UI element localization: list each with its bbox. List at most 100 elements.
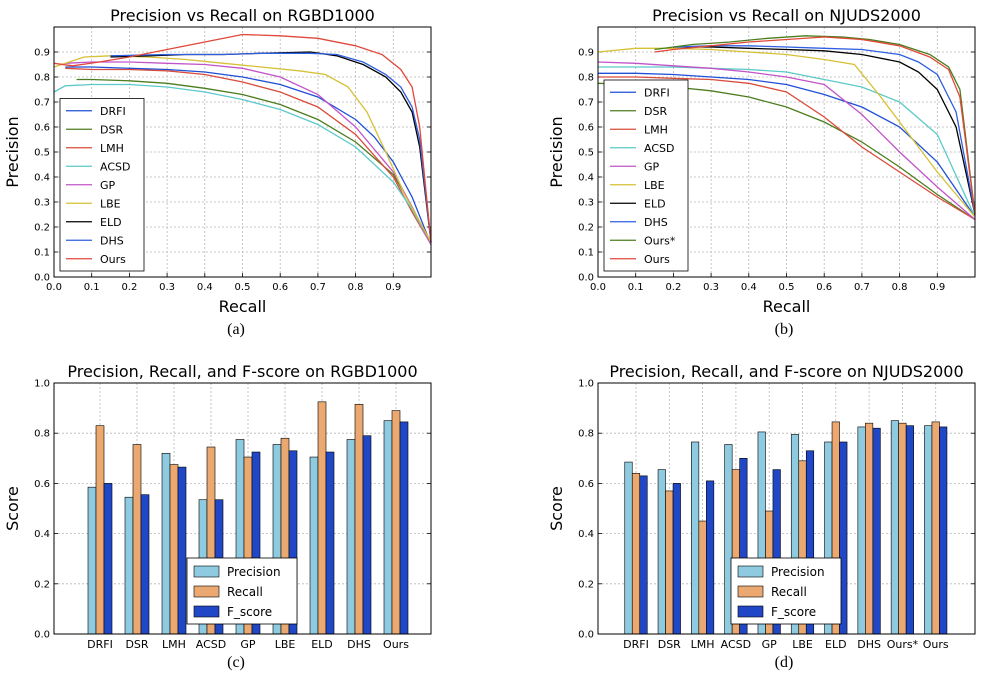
x-tick-label: LBE <box>275 638 296 651</box>
x-tick-label: 0.3 <box>703 282 719 293</box>
y-tick-label: 0.8 <box>578 73 594 84</box>
plot-frame <box>597 382 976 635</box>
plot-frame <box>597 26 976 278</box>
x-tick-label: DHS <box>857 638 881 651</box>
bar-precision <box>890 420 899 635</box>
y-tick-label: 0.6 <box>34 479 50 490</box>
bar-precision <box>657 469 666 635</box>
legend-label: DHS <box>100 234 124 247</box>
bar-recall <box>391 410 401 635</box>
x-tick-label: GP <box>240 638 256 651</box>
y-tick-label: 0.8 <box>34 73 50 84</box>
legend-label: GP <box>644 160 660 173</box>
series-line-acsd <box>598 66 976 218</box>
bar-chart-rgbd1000: Precision, Recall, and F-score on RGBD10… <box>3 362 432 651</box>
legend-label: F_score <box>771 605 816 619</box>
x-tick-label: 0.2 <box>665 282 681 293</box>
bar-recall <box>865 422 874 635</box>
x-tick-label: 0.6 <box>272 282 288 293</box>
bar-recall <box>665 490 674 635</box>
y-tick-label: 0.2 <box>578 579 594 590</box>
y-tick-label: 0.9 <box>578 48 594 59</box>
legend-label: ELD <box>100 216 122 229</box>
series-line-lmh <box>65 67 432 245</box>
y-tick-label: 0.6 <box>578 123 594 134</box>
legend-swatch <box>193 605 220 618</box>
legend-label: LBE <box>100 197 121 210</box>
pr-curve-njuds2000: Precision vs Recall on NJUDS2000 Precisio… <box>547 6 976 316</box>
y-tick-label: 0.7 <box>578 98 594 109</box>
chart-title: Precision vs Recall on NJUDS2000 <box>652 6 921 25</box>
x-tick-label: GP <box>762 638 778 651</box>
y-tick-label: 0.1 <box>578 248 594 259</box>
x-tick-label: 0.5 <box>779 282 795 293</box>
bar-precision <box>124 496 134 635</box>
bar-f-score <box>399 421 409 635</box>
series-line-dhs <box>110 52 432 243</box>
x-tick-label: 0.8 <box>892 282 908 293</box>
x-tick-label: DSR <box>658 638 681 651</box>
series-line-acsd <box>53 83 432 245</box>
y-tick-label: 0.0 <box>578 630 594 641</box>
legend-label: Ours* <box>644 234 676 247</box>
legend-label: LBE <box>644 179 665 192</box>
y-tick-label: 0.6 <box>34 123 50 134</box>
bar-recall <box>354 404 364 635</box>
x-tick-label: Ours <box>923 638 949 651</box>
x-tick-label: 0.7 <box>310 282 326 293</box>
legend-label: ELD <box>644 197 666 210</box>
y-tick-label: 0.2 <box>34 579 50 590</box>
legend-label: Recall <box>771 585 807 599</box>
x-tick-label: DRFI <box>623 638 649 651</box>
y-tick-label: 0.8 <box>34 429 50 440</box>
x-tick-label: 0.5 <box>235 282 251 293</box>
x-tick-label: 0.7 <box>854 282 870 293</box>
x-tick-label: 0.2 <box>121 282 137 293</box>
pr-curve-rgbd1000: Precision vs Recall on RGBD1000 Precision… <box>3 6 432 316</box>
x-tick-label: LMH <box>162 638 186 651</box>
bar-precision <box>161 452 171 635</box>
x-tick-label: DRFI <box>87 638 113 651</box>
bar-recall <box>95 425 105 635</box>
caption-a: (a) <box>227 321 245 338</box>
legend-label: Precision <box>227 565 281 579</box>
x-tick-label: 0.4 <box>741 282 757 293</box>
y-tick-label: 0.8 <box>578 429 594 440</box>
y-tick-label: 0.9 <box>34 48 50 59</box>
series-line-gp <box>65 61 432 245</box>
bar-recall <box>631 473 641 635</box>
y-tick-label: 0.4 <box>34 173 50 184</box>
y-tick-label: 0.0 <box>34 273 50 284</box>
x-tick-label: 0.3 <box>159 282 175 293</box>
series-line-eld <box>673 46 976 215</box>
x-tick-label: LMH <box>691 638 715 651</box>
legend-label: LMH <box>644 123 668 136</box>
legend-swatch <box>737 565 764 578</box>
y-tick-label: 0.0 <box>34 630 50 641</box>
bar-f-score <box>177 466 187 635</box>
y-tick-label: 1.0 <box>578 379 594 390</box>
x-tick-label: 0.8 <box>348 282 364 293</box>
legend-swatch <box>737 585 764 598</box>
caption-c: (c) <box>227 654 245 671</box>
y-tick-label: 1.0 <box>34 379 50 390</box>
y-tick-label: 0.5 <box>578 148 594 159</box>
bar-recall <box>317 401 327 635</box>
bar-precision <box>857 426 866 635</box>
x-tick-label: Ours <box>383 638 409 651</box>
bar-f-score <box>103 483 113 635</box>
series-line-dhs <box>673 45 976 215</box>
x-tick-label: 0.1 <box>628 282 644 293</box>
y-tick-label: 0.4 <box>578 529 594 540</box>
legend-swatch <box>737 605 764 618</box>
bar-recall <box>931 421 940 635</box>
series-line-lmh <box>598 76 976 221</box>
legend-label: Ours <box>100 253 126 266</box>
legend-swatch <box>193 565 220 578</box>
y-axis-label: Precision <box>547 116 566 187</box>
x-tick-label: 0.9 <box>929 282 945 293</box>
bar-recall <box>169 464 179 635</box>
y-tick-label: 0.4 <box>34 529 50 540</box>
legend-label: LMH <box>100 142 124 155</box>
legend-label: ACSD <box>644 142 674 155</box>
